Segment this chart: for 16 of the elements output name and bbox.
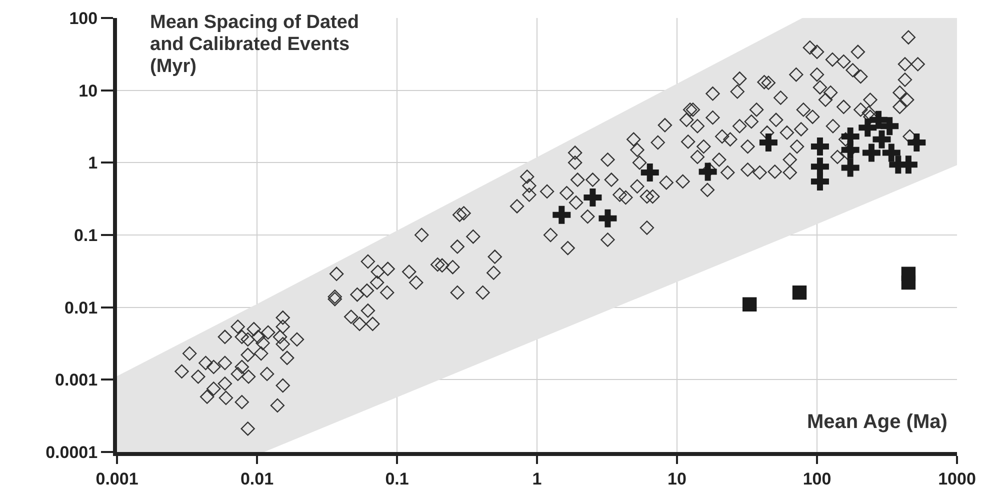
x-axis-title: Mean Age (Ma) — [807, 411, 948, 433]
y-tick-label: 1 — [88, 154, 98, 173]
y-tick-label: 0.001 — [55, 370, 98, 390]
x-tick-label: 100 — [802, 469, 832, 488]
y-axis-title: Mean Spacing of Dated and Calibrated Events (Myr) — [150, 12, 360, 78]
y-tick-label: 0.1 — [74, 226, 98, 245]
x-tick-label: 0.01 — [240, 469, 274, 488]
x-tick-label: 0.1 — [385, 469, 409, 488]
y-tick-label: 100 — [69, 8, 98, 28]
y-tick-label: 10 — [78, 81, 98, 100]
x-tick-label: 1 — [532, 469, 542, 488]
x-tick-label: 10 — [668, 469, 686, 488]
x-tick-label: 0.001 — [96, 469, 138, 488]
y-tick-label: 0.0001 — [46, 442, 98, 462]
x-tick-label: 1000 — [938, 469, 976, 488]
y-tick-label: 0.01 — [64, 298, 98, 318]
